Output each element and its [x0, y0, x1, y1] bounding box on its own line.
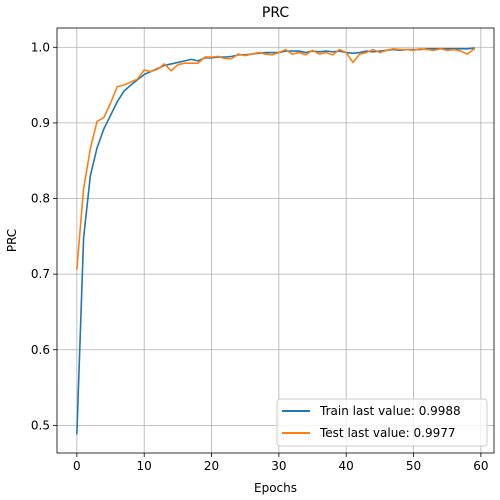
x-tick-label: 30 — [271, 459, 286, 473]
legend: Train last value: 0.9988 Test last value… — [276, 398, 488, 447]
y-axis: 0.5 0.6 0.7 0.8 0.9 1.0 — [31, 40, 57, 432]
plot-frame — [56, 27, 495, 454]
grid-layer — [57, 28, 494, 453]
y-tick-label: 0.9 — [31, 116, 50, 130]
y-tick-label: 0.7 — [31, 267, 50, 281]
test-series-line — [75, 47, 476, 270]
chart-title: PRC — [262, 5, 289, 21]
x-axis: 0 10 20 30 40 50 60 — [73, 453, 489, 473]
y-tick-label: 0.6 — [31, 343, 50, 357]
x-tick-label: 10 — [137, 459, 152, 473]
y-tick-label: 0.8 — [31, 192, 50, 206]
legend-label-test: Test last value: 0.9977 — [319, 426, 456, 440]
y-axis-label: PRC — [5, 229, 19, 252]
train-series-line — [76, 47, 476, 435]
x-tick-label: 0 — [73, 459, 81, 473]
series-layer — [75, 47, 476, 435]
x-tick-label: 40 — [339, 459, 354, 473]
legend-box — [276, 398, 488, 447]
x-tick-label: 50 — [406, 459, 421, 473]
legend-label-train: Train last value: 0.9988 — [319, 404, 461, 418]
x-tick-label: 20 — [204, 459, 219, 473]
y-tick-label: 1.0 — [31, 40, 50, 54]
x-tick-label: 60 — [473, 459, 488, 473]
y-tick-label: 0.5 — [31, 418, 50, 432]
x-axis-label: Epochs — [254, 481, 297, 495]
